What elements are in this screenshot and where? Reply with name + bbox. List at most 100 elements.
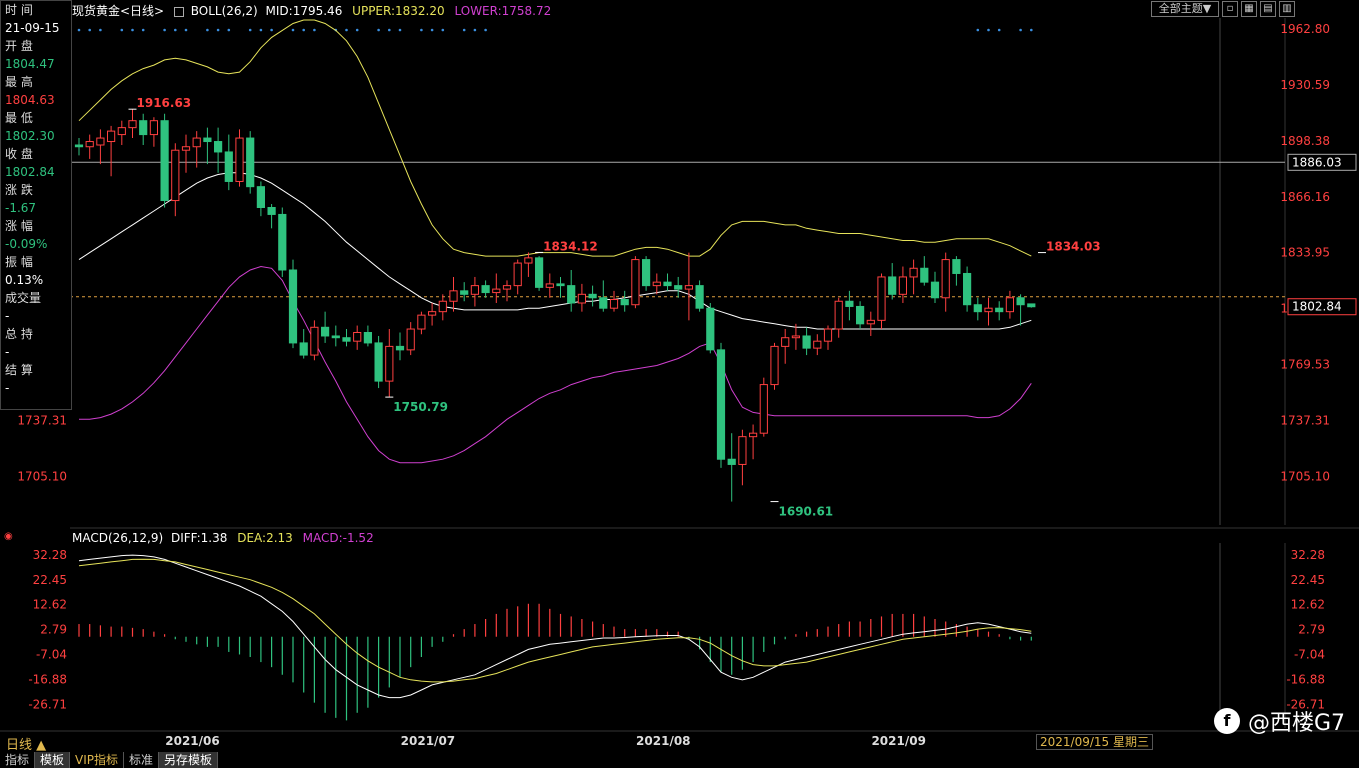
candle [406, 322, 415, 356]
candle [770, 342, 779, 390]
macd-tick-label-right: -16.88 [1286, 673, 1325, 687]
time-value: 21-09-15 [5, 21, 60, 35]
panel-icon[interactable]: ▥ [1279, 1, 1295, 17]
candle [278, 207, 287, 277]
candle [888, 263, 897, 300]
candle-body [781, 337, 790, 347]
candle [192, 131, 201, 168]
macd-tick-label-left: -16.88 [28, 673, 67, 687]
candle [652, 273, 661, 295]
restore-icon[interactable]: ▫ [1222, 1, 1238, 17]
candle [417, 311, 426, 335]
candle [749, 424, 758, 460]
candle-body [406, 328, 415, 351]
tab-indicators[interactable]: 指标 [0, 752, 36, 768]
signal-dot [291, 28, 295, 32]
signal-dot [99, 28, 102, 32]
candle [995, 301, 1004, 321]
extreme-label: 1750.79 [393, 400, 448, 414]
candle-body [224, 151, 233, 182]
candle-body [192, 137, 201, 148]
volume-label: 成交量 [5, 291, 42, 305]
candle-body [716, 349, 726, 460]
theme-dropdown[interactable]: 全部主题▼ [1151, 1, 1219, 17]
candle-body [481, 285, 490, 294]
candle-body [149, 120, 159, 136]
candle-body [1016, 297, 1025, 306]
candle-body [363, 332, 372, 344]
pct-value: -0.09% [5, 237, 48, 251]
candle [567, 270, 576, 312]
candle [107, 125, 116, 177]
candle-body [460, 290, 469, 295]
candle-body [663, 281, 672, 287]
indicator-icon[interactable] [173, 6, 184, 17]
macd-chart: 32.28 32.28 22.45 22.45 12.62 12.62 2.79 2.79 -7… [28, 548, 1325, 721]
candle [438, 294, 447, 321]
weibo-logo-icon: f [1213, 708, 1240, 734]
candle-body [235, 137, 244, 182]
instrument-title[interactable]: 现货黄金<日线> [72, 4, 165, 18]
candle [684, 252, 693, 321]
candle [609, 290, 619, 312]
candle-body [706, 307, 715, 351]
close-value: 1802.84 [5, 165, 55, 179]
candle-body [866, 319, 875, 325]
candle [74, 138, 84, 156]
period-button[interactable]: 日线 ▲ [6, 734, 46, 753]
signal-dot [163, 28, 166, 32]
watermark-text: @西楼G7 [1247, 711, 1345, 736]
signal-dot [270, 28, 273, 32]
signal-dot [420, 28, 423, 32]
candle-body [85, 141, 94, 148]
candle [171, 143, 180, 217]
candle [556, 276, 565, 298]
candle [674, 276, 683, 298]
macd-tick-label-right: -7.04 [1294, 648, 1325, 662]
candle [877, 273, 886, 330]
candle-body [984, 307, 993, 313]
candle [1005, 290, 1014, 319]
signal-dot [216, 28, 220, 32]
signal-dot [398, 28, 402, 32]
tab-vip-indicators[interactable]: VIP指标 [70, 752, 125, 768]
candle [502, 280, 512, 302]
candle-body [1027, 303, 1036, 308]
macd-diff-line [78, 554, 1032, 699]
candle-body [920, 267, 929, 283]
signal-dot [302, 28, 306, 32]
pct-label: 涨 幅 [5, 219, 33, 233]
close-label: 收 盘 [5, 147, 33, 161]
boll-lower: LOWER:1758.72 [454, 4, 552, 18]
macd-tick-label-left: 32.28 [33, 548, 67, 562]
price-tick-label-left: 1737.31 [17, 414, 67, 428]
price-tick-label: 1769.53 [1280, 358, 1330, 372]
candle-body [449, 290, 458, 302]
grid-icon[interactable]: ▦ [1241, 1, 1257, 17]
candle [203, 127, 212, 165]
tab-templates[interactable]: 模板 [35, 752, 71, 768]
candle-body [267, 207, 276, 215]
signal-dot [345, 28, 348, 32]
tab-standard[interactable]: 标准 [124, 752, 160, 768]
tab-save-template[interactable]: 另存模板 [159, 752, 219, 768]
candle [738, 429, 747, 486]
candle [492, 273, 501, 303]
macd-menu-icon[interactable]: ◉ [4, 531, 13, 542]
candle-body [385, 345, 394, 382]
candle [834, 297, 843, 338]
candle [214, 127, 223, 173]
candle [1027, 303, 1036, 308]
candle-body [256, 186, 265, 209]
candle [460, 282, 469, 302]
signal-dot [987, 28, 990, 32]
candle-body [428, 311, 437, 316]
last-price-box [1287, 298, 1357, 316]
candle [470, 276, 479, 307]
macd-diff: DIFF:1.38 [170, 531, 228, 545]
candle [481, 280, 490, 298]
layout-icon[interactable]: ▤ [1260, 1, 1276, 17]
macd-tick-label-left: 2.79 [40, 623, 67, 637]
high-value: 1804.63 [5, 93, 55, 107]
candle-body [898, 276, 907, 295]
